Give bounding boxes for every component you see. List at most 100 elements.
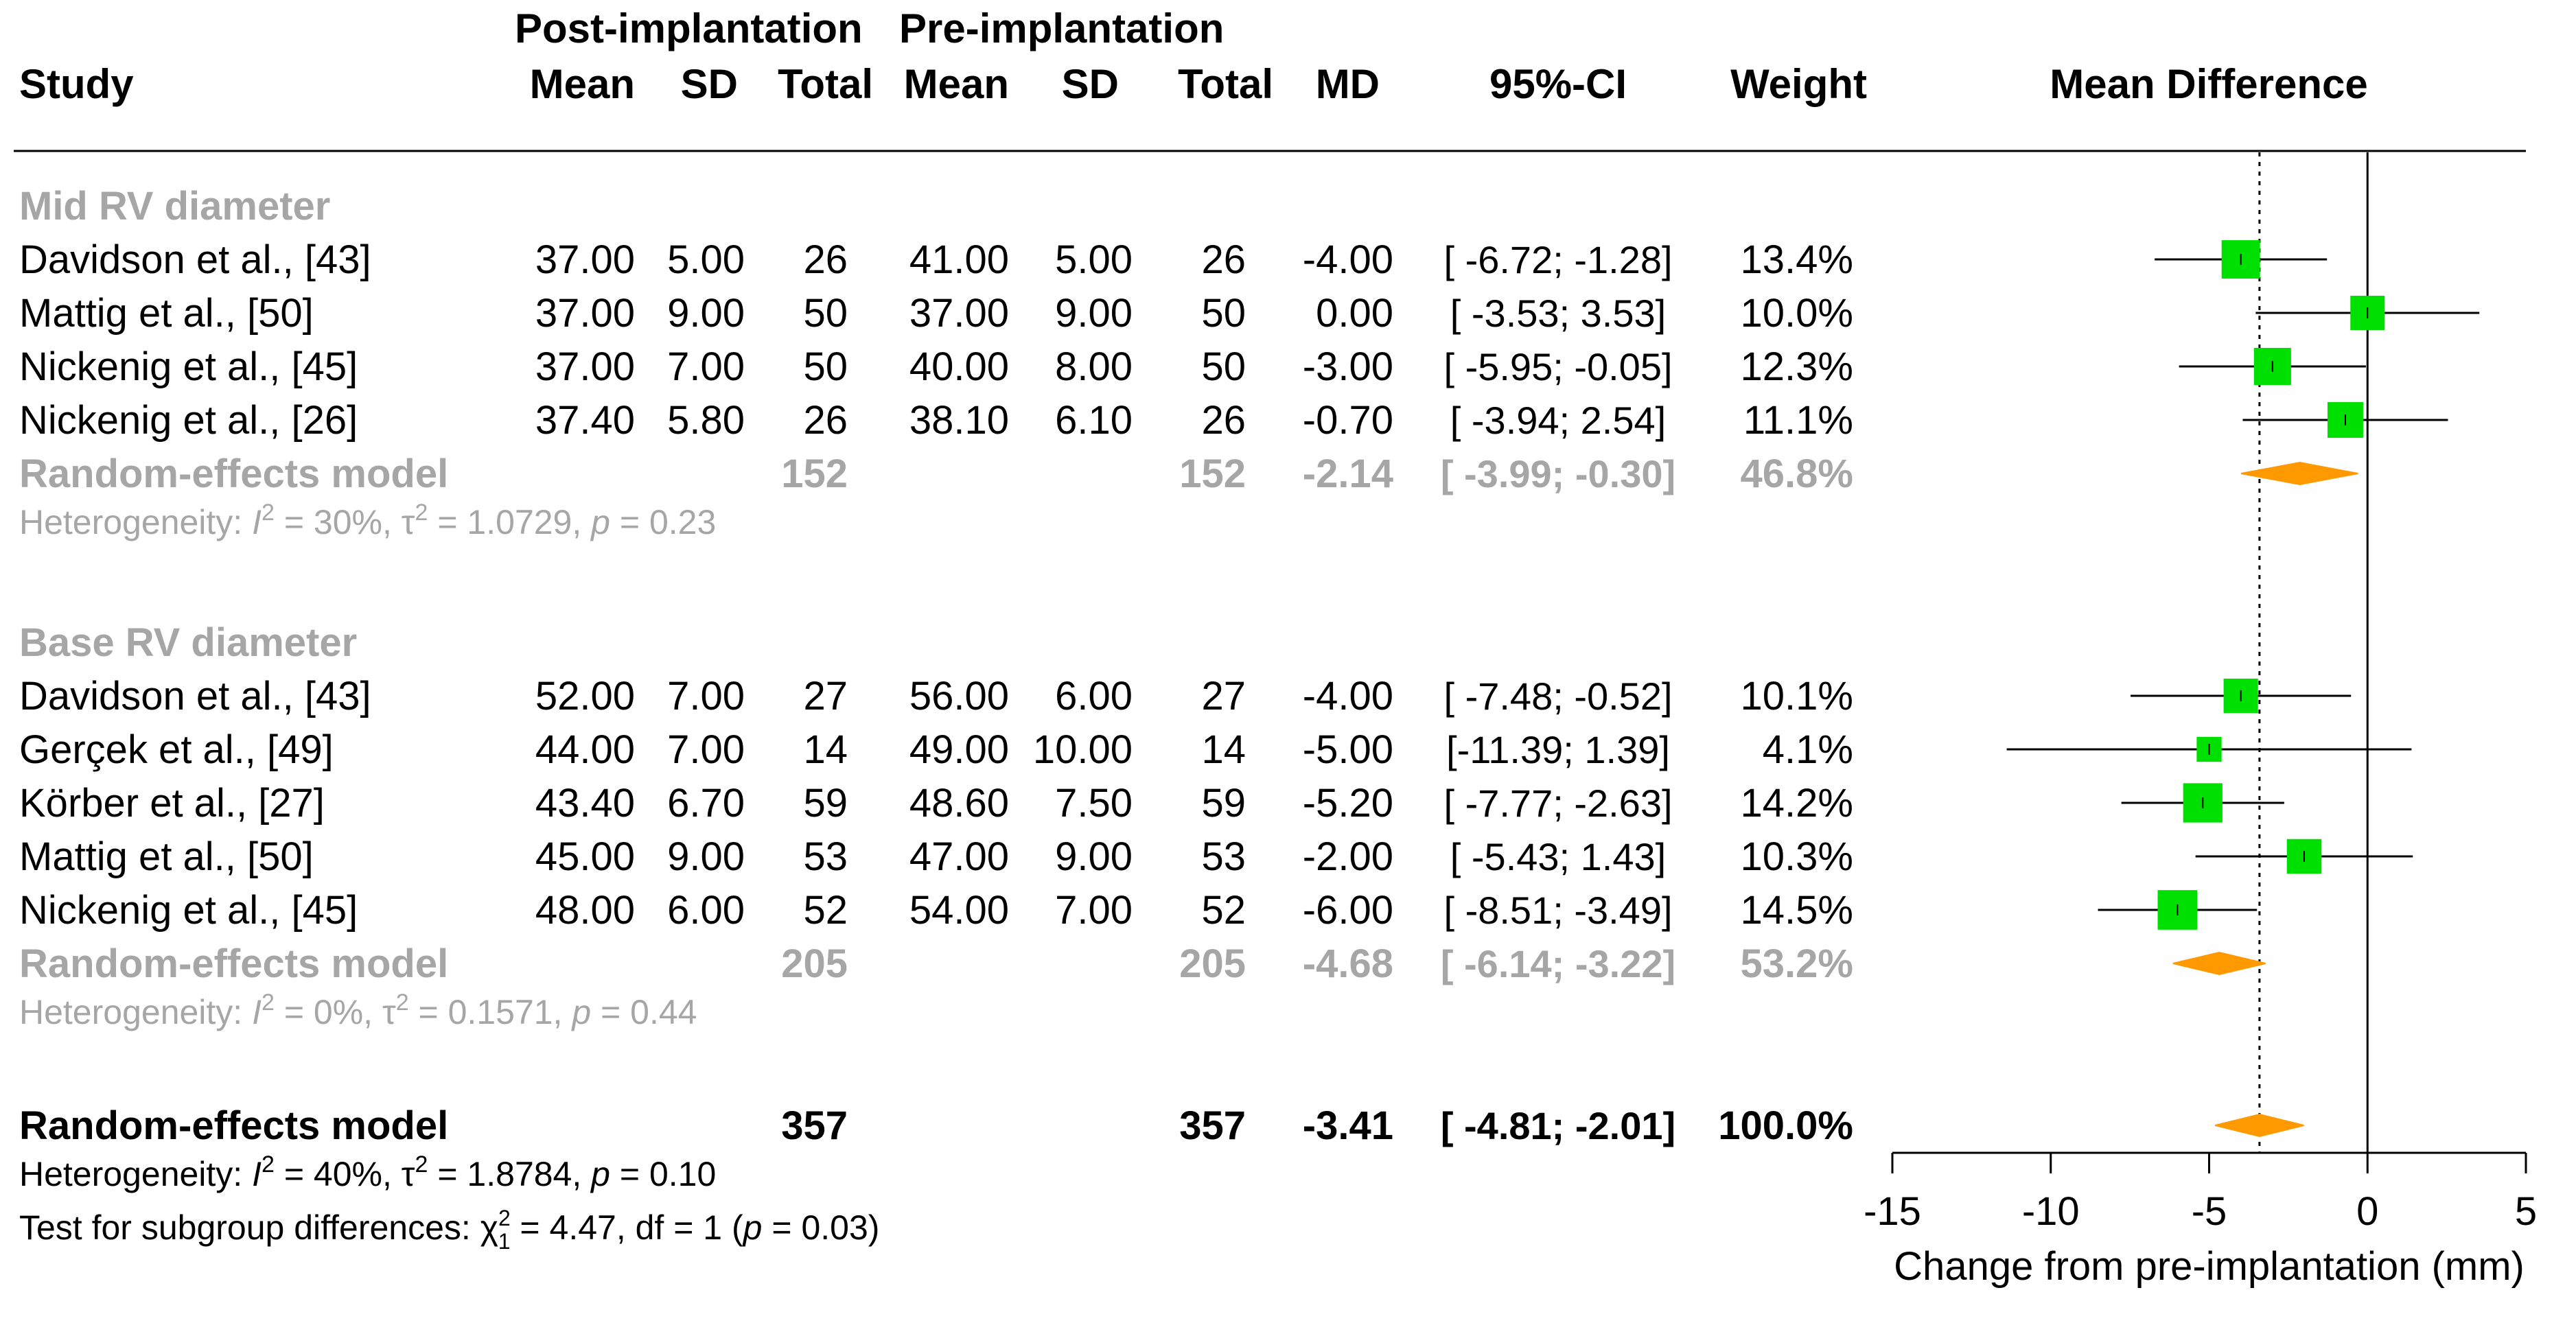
study-name: Nickenig et al., [45]: [19, 888, 358, 933]
md-cell: -4.00: [1303, 237, 1393, 282]
x-tick-label: -5: [2192, 1189, 2227, 1234]
mean-post-cell: 44.00: [535, 727, 635, 772]
total-post-cell: 59: [803, 781, 848, 826]
ci-cell: [ -5.43; 1.43]: [1450, 835, 1666, 878]
sd-pre-cell: 7.50: [1055, 781, 1133, 826]
weight-cell: 13.4%: [1741, 237, 1853, 282]
mean-pre-cell: 56.00: [909, 674, 1009, 718]
mean-pre-cell: 48.60: [909, 781, 1009, 826]
table-header: Post-implantation Pre-implantation Study…: [19, 5, 2368, 107]
total-pre-cell: 50: [1201, 291, 1246, 336]
sd-pre-cell: 8.00: [1055, 344, 1133, 389]
table-body: Mid RV diameter Davidson et al., [43] 37.0…: [19, 184, 1853, 1254]
header-ci: 95%-CI: [1489, 61, 1627, 107]
total-pre-cell: 59: [1201, 781, 1246, 826]
study-name: Nickenig et al., [26]: [19, 398, 358, 443]
overall-diamond: [2215, 1113, 2304, 1138]
ci-cell: [ -5.95; -0.05]: [1443, 345, 1672, 388]
pooled-md: -4.68: [1303, 941, 1393, 986]
header-mean-post: Mean: [530, 61, 635, 107]
study-name: Gerçek et al., [49]: [19, 727, 334, 772]
weight-cell: 14.2%: [1741, 781, 1853, 826]
sd-post-cell: 7.00: [667, 727, 745, 772]
overall-total-post: 357: [781, 1103, 848, 1148]
weight-cell: 11.1%: [1743, 398, 1853, 443]
sd-pre-cell: 5.00: [1055, 237, 1133, 282]
total-post-cell: 53: [803, 834, 848, 879]
header-study: Study: [19, 61, 134, 107]
overall-md: -3.41: [1303, 1103, 1393, 1148]
mean-pre-cell: 47.00: [909, 834, 1009, 879]
study-name: Davidson et al., [43]: [19, 237, 371, 282]
mean-post-cell: 45.00: [535, 834, 635, 879]
total-post-cell: 50: [803, 291, 848, 336]
mean-post-cell: 37.00: [535, 291, 635, 336]
mean-post-cell: 37.00: [535, 344, 635, 389]
header-md: MD: [1316, 61, 1380, 107]
study-name: Davidson et al., [43]: [19, 674, 371, 718]
study-name: Mattig et al., [50]: [19, 834, 314, 879]
pooled-weight: 53.2%: [1741, 941, 1853, 986]
mean-pre-cell: 54.00: [909, 888, 1009, 933]
overall-total-pre: 357: [1179, 1103, 1246, 1148]
weight-cell: 10.1%: [1741, 674, 1853, 718]
study-name: Mattig et al., [50]: [19, 291, 314, 336]
total-pre-cell: 27: [1201, 674, 1246, 718]
md-cell: 0.00: [1316, 291, 1393, 336]
md-cell: -6.00: [1303, 888, 1393, 933]
total-pre-cell: 53: [1201, 834, 1246, 879]
sd-post-cell: 9.00: [667, 291, 745, 336]
mean-pre-cell: 40.00: [909, 344, 1009, 389]
weight-cell: 12.3%: [1741, 344, 1853, 389]
overall-weight: 100.0%: [1718, 1103, 1853, 1148]
header-weight: Weight: [1730, 61, 1867, 107]
total-pre-cell: 52: [1201, 888, 1246, 933]
sd-post-cell: 7.00: [667, 674, 745, 718]
x-tick-label: 5: [2515, 1189, 2537, 1234]
subgroup-label: Base RV diameter: [19, 620, 357, 665]
mean-pre-cell: 37.00: [909, 291, 1009, 336]
sd-post-cell: 5.80: [667, 398, 745, 443]
mean-pre-cell: 41.00: [909, 237, 1009, 282]
pooled-label: Random-effects model: [19, 452, 448, 496]
x-tick-label: -10: [2022, 1189, 2080, 1234]
md-cell: -5.00: [1303, 727, 1393, 772]
sd-pre-cell: 7.00: [1055, 888, 1133, 933]
md-cell: -3.00: [1303, 344, 1393, 389]
md-cell: -0.70: [1303, 398, 1393, 443]
mean-post-cell: 48.00: [535, 888, 635, 933]
pooled-total-post: 205: [781, 941, 848, 986]
pooled-ci: [ -3.99; -0.30]: [1441, 452, 1675, 495]
total-pre-cell: 26: [1201, 398, 1246, 443]
pooled-weight: 46.8%: [1741, 452, 1853, 496]
sd-post-cell: 5.00: [667, 237, 745, 282]
mean-post-cell: 37.40: [535, 398, 635, 443]
x-tick-label: -15: [1864, 1189, 1921, 1234]
x-axis-label: Change from pre-implantation (mm): [1894, 1244, 2525, 1289]
ci-cell: [ -3.53; 3.53]: [1450, 292, 1666, 335]
mean-post-cell: 37.00: [535, 237, 635, 282]
header-total-post: Total: [778, 61, 873, 107]
plot-title: Mean Difference: [2050, 61, 2367, 107]
total-pre-cell: 14: [1201, 727, 1246, 772]
pooled-total-post: 152: [781, 452, 848, 496]
total-pre-cell: 50: [1201, 344, 1246, 389]
ci-cell: [ -7.48; -0.52]: [1443, 675, 1672, 718]
mean-pre-cell: 38.10: [909, 398, 1009, 443]
study-name: Körber et al., [27]: [19, 781, 325, 826]
total-post-cell: 14: [803, 727, 848, 772]
total-post-cell: 26: [803, 398, 848, 443]
mean-post-cell: 43.40: [535, 781, 635, 826]
pooled-total-pre: 205: [1179, 941, 1246, 986]
sd-pre-cell: 6.10: [1055, 398, 1133, 443]
subgroup-test-text: Test for subgroup differences: χ2 1 = 4.4…: [19, 1206, 879, 1254]
plot-area: -15 -10 -5 0 5 Change from pre-implantation (…: [1864, 152, 2537, 1289]
ci-cell: [ -3.94; 2.54]: [1450, 399, 1666, 442]
heterogeneity-text: Heterogeneity: I2 = 30%, τ2 = 1.0729, p …: [19, 500, 716, 541]
sd-pre-cell: 9.00: [1055, 834, 1133, 879]
header-mean-pre: Mean: [904, 61, 1009, 107]
weight-cell: 10.0%: [1741, 291, 1853, 336]
ci-cell: [ -6.72; -1.28]: [1443, 238, 1672, 281]
weight-cell: 4.1%: [1763, 727, 1853, 772]
